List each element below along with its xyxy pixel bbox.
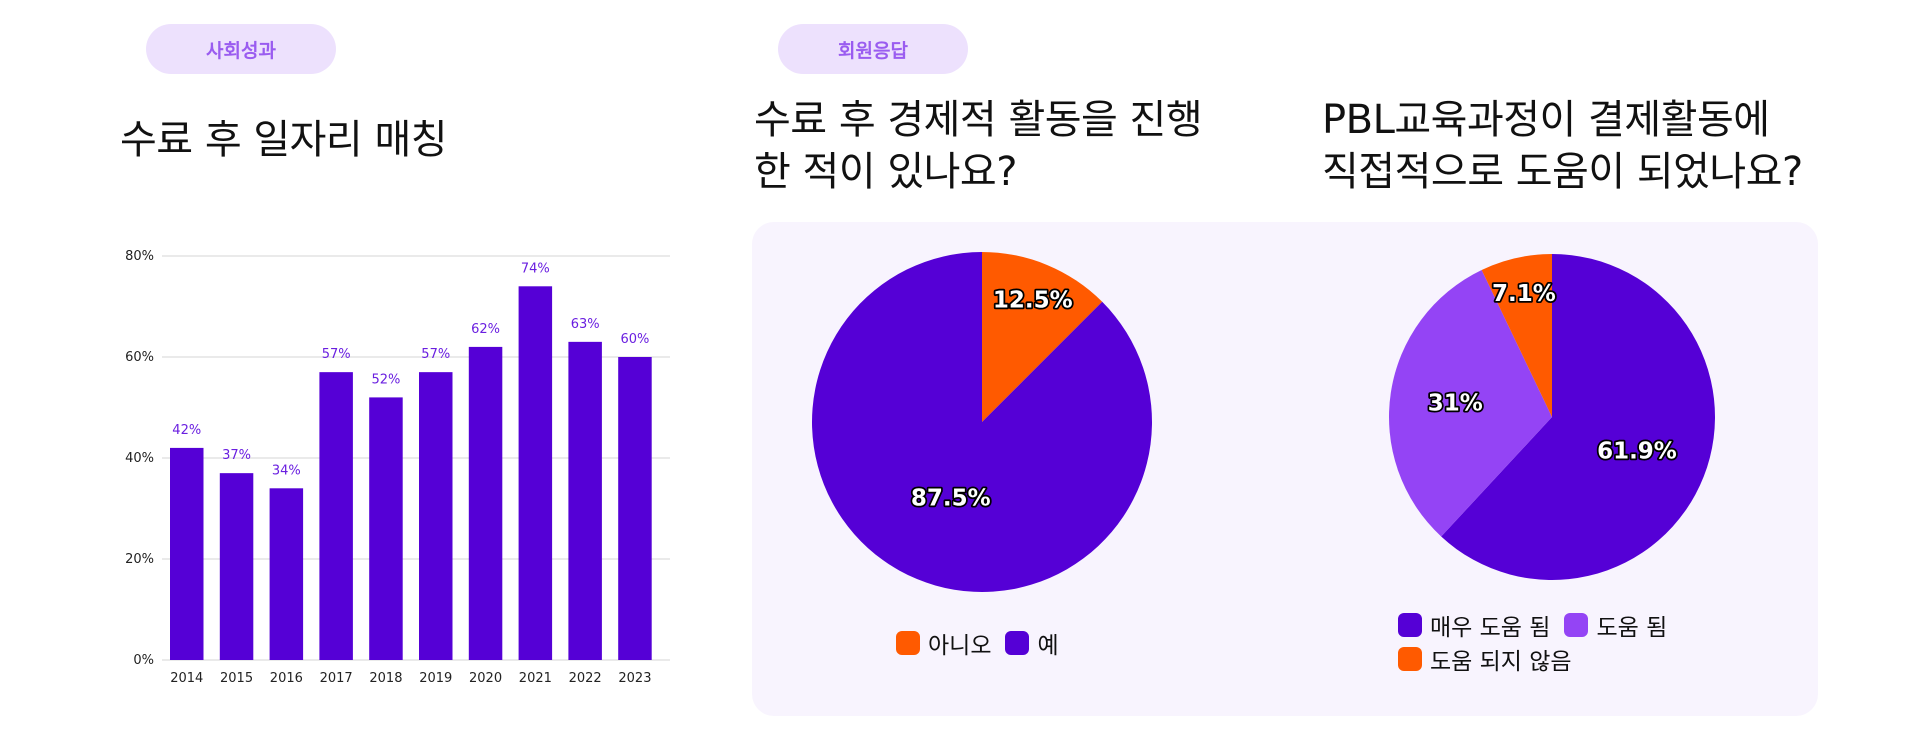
y-tick-label: 40% xyxy=(125,451,154,466)
x-tick-label: 2014 xyxy=(170,671,203,686)
bar-value-label: 57% xyxy=(421,347,450,362)
bar-chart-title: 수료 후 일자리 매칭 xyxy=(120,117,448,163)
bar xyxy=(618,357,652,660)
x-tick-label: 2016 xyxy=(270,671,303,686)
pie-slice xyxy=(1389,269,1552,537)
badge-social-impact: 사회성과 xyxy=(146,24,336,74)
legend-label: 아니오 xyxy=(928,633,992,659)
x-tick-label: 2017 xyxy=(320,671,353,686)
legend-label: 도움 됨 xyxy=(1596,615,1668,641)
pie-value-label: 7.1% xyxy=(1492,281,1556,307)
x-tick-label: 2021 xyxy=(519,671,552,686)
legend-swatch xyxy=(1398,613,1422,637)
legend-item: 매우 도움 됨 xyxy=(1398,608,1550,642)
pie-value-label: 61.9% xyxy=(1597,438,1677,464)
pie1-title: 수료 후 경제적 활동을 진행 한 적이 있나요? xyxy=(754,97,1203,195)
badge-member-response: 회원응답 xyxy=(778,24,968,74)
bar xyxy=(568,341,602,660)
x-tick-label: 2015 xyxy=(220,671,253,686)
bar-value-label: 62% xyxy=(471,322,500,337)
pie-slice xyxy=(1441,254,1715,580)
bar-value-label: 37% xyxy=(222,448,251,463)
bar-value-label: 63% xyxy=(571,317,600,332)
legend-label: 매우 도움 됨 xyxy=(1430,615,1551,641)
y-tick-label: 60% xyxy=(125,350,154,365)
legend-item: 예 xyxy=(1005,626,1059,660)
pie-value-label: 87.5% xyxy=(911,485,991,511)
x-tick-label: 2019 xyxy=(419,671,452,686)
economic-activity-pie-chart: 12.5% 87.5% xyxy=(812,252,1152,592)
bar xyxy=(219,473,254,660)
x-tick-label: 2022 xyxy=(569,671,602,686)
legend-swatch xyxy=(1005,631,1030,655)
pie1-legend: 아니오 예 xyxy=(896,626,1196,660)
legend-item: 도움 됨 xyxy=(1564,608,1667,642)
pie-value-label: 12.5% xyxy=(993,287,1073,313)
legend-label: 예 xyxy=(1037,633,1059,659)
job-matching-bar-chart: 0% 20% 40% 60% 80% 42% 2014 37% 2015 34% 2016 57% 20… xyxy=(125,249,670,686)
bar-value-label: 52% xyxy=(371,372,400,387)
bar xyxy=(170,447,204,660)
pie-slice xyxy=(1481,254,1552,417)
legend-label: 도움 되지 않음 xyxy=(1430,649,1572,675)
legend-swatch xyxy=(1398,647,1422,671)
bar-value-label: 34% xyxy=(272,463,301,478)
bar-value-label: 74% xyxy=(521,261,550,276)
bar-value-label: 57% xyxy=(322,347,351,362)
pie-value-label: 31% xyxy=(1428,390,1483,416)
y-tick-label: 80% xyxy=(125,249,154,264)
x-tick-label: 2023 xyxy=(618,671,651,686)
x-tick-label: 2018 xyxy=(369,671,402,686)
legend-item: 도움 되지 않음 xyxy=(1398,642,1572,676)
pie-slice xyxy=(812,252,1152,592)
pbl-help-pie-chart: 61.9% 31% 7.1% xyxy=(1389,254,1715,580)
bar-value-label: 60% xyxy=(620,332,649,347)
bar-value-label: 42% xyxy=(172,423,201,438)
legend-item: 아니오 xyxy=(896,626,991,660)
bar xyxy=(369,397,403,660)
y-tick-label: 20% xyxy=(125,552,154,567)
y-tick-label: 0% xyxy=(133,653,154,668)
bar xyxy=(518,286,553,660)
legend-swatch xyxy=(896,631,920,655)
bar xyxy=(319,372,353,660)
bar xyxy=(419,372,453,660)
bar xyxy=(468,346,503,660)
bar xyxy=(269,488,304,660)
pie2-title: PBL교육과정이 결제활동에 직접적으로 도움이 되었나요? xyxy=(1322,97,1803,195)
pie-slice xyxy=(982,252,1103,422)
legend-swatch xyxy=(1564,613,1589,637)
x-tick-label: 2020 xyxy=(469,671,502,686)
